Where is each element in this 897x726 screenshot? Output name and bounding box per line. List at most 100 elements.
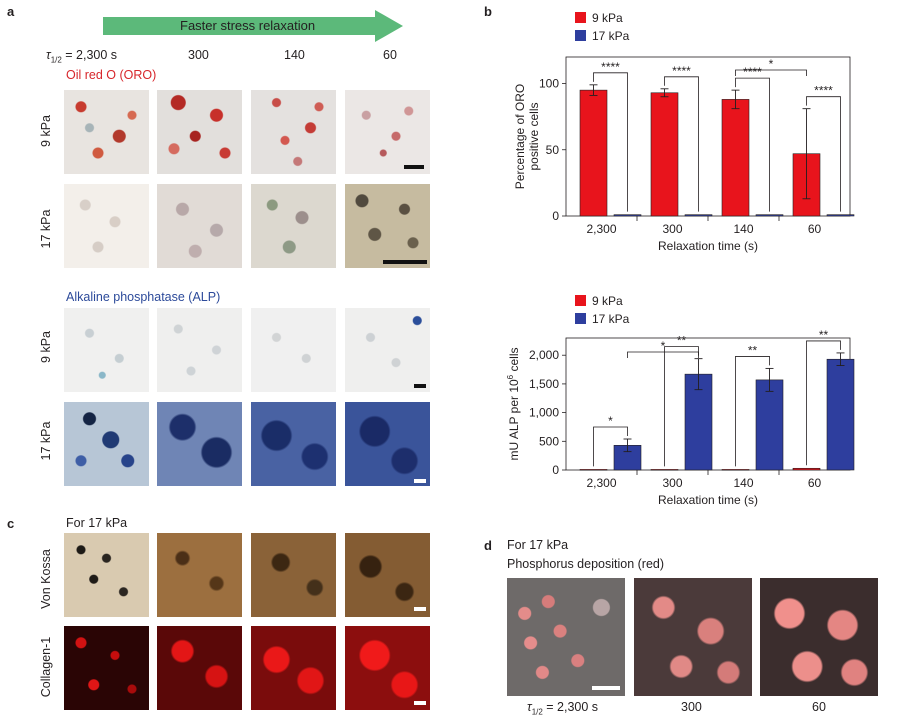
- alp-title: Alkaline phosphatase (ALP): [66, 290, 221, 304]
- significance-marker: **: [748, 343, 758, 357]
- row-label-17kpa-oro: 17 kPa: [39, 209, 53, 249]
- y-tick-label: 1,500: [529, 377, 559, 391]
- significance-bracket: [735, 69, 807, 76]
- y-tick-label: 50: [546, 143, 560, 157]
- bar-9kpa: [579, 469, 608, 471]
- x-tick-label: 2,300: [586, 222, 616, 236]
- oro-bar-chart: 9 kPa 17 kPa 0 50 100 2,300 300 140 60 Relaxation…: [513, 11, 855, 253]
- panel-b-label: b: [484, 4, 492, 19]
- micrograph-oro-9kpa-300: [157, 90, 242, 174]
- panel-c-subtitle: For 17 kPa: [66, 516, 128, 530]
- micrograph-oro-9kpa-140: [251, 90, 336, 174]
- x-tick-label: 60: [808, 222, 822, 236]
- stress-relaxation-arrow: [103, 10, 403, 42]
- y-tick-label: 2,000: [529, 348, 559, 362]
- y-tick-label: 100: [539, 77, 559, 91]
- significance-bracket: [593, 426, 628, 467]
- bar-9kpa: [650, 92, 679, 217]
- bar-9kpa: [721, 469, 750, 471]
- x-tick-label: 140: [733, 222, 753, 236]
- micrograph-alp-9kpa-140: [251, 308, 336, 392]
- significance-marker: ****: [672, 64, 691, 78]
- significance-bracket: [627, 351, 699, 358]
- micrograph-oro-17kpa-60: [345, 184, 430, 268]
- bar-17kpa: [755, 214, 784, 217]
- bar-9kpa: [650, 469, 679, 471]
- micrograph-alp-17kpa-300: [157, 402, 242, 486]
- significance-marker: *: [608, 414, 613, 428]
- micrograph-alp-17kpa-140: [251, 402, 336, 486]
- legend-swatch-17kpa: [575, 313, 586, 324]
- bar-9kpa: [792, 467, 821, 471]
- x-tick-label: 60: [808, 476, 822, 490]
- scale-bar: [414, 701, 426, 705]
- scale-bar: [414, 384, 426, 388]
- panel-a-label: a: [7, 4, 15, 19]
- legend-label-17kpa: 17 kPa: [592, 29, 630, 43]
- micrograph-oro-17kpa-2300: [64, 184, 149, 268]
- row-label-9kpa-alp: 9 kPa: [39, 331, 53, 363]
- tau-symbol: τ: [527, 700, 532, 714]
- micrograph-phosphorus-2300: [507, 578, 625, 696]
- bar-17kpa: [613, 214, 642, 217]
- time-140: 140: [284, 48, 305, 62]
- scale-bar: [592, 686, 620, 690]
- significance-marker: ****: [743, 65, 762, 79]
- oro-title: Oil red O (ORO): [66, 68, 157, 82]
- panel-d-subtitle: For 17 kPa: [507, 538, 569, 552]
- bar-9kpa: [579, 89, 608, 217]
- y-tick-label: 0: [552, 463, 559, 477]
- significance-bracket: [806, 340, 841, 466]
- panel-d-time-300: 300: [681, 700, 702, 714]
- bar-17kpa: [826, 358, 855, 471]
- bar-17kpa: [755, 379, 784, 471]
- scale-bar: [383, 260, 427, 264]
- micrograph-oro-9kpa-2300: [64, 90, 149, 174]
- micrograph-alp-9kpa-2300: [64, 308, 149, 392]
- significance-marker: **: [819, 328, 829, 342]
- x-axis-label: Relaxation time (s): [658, 493, 758, 507]
- micrograph-alp-9kpa-300: [157, 308, 242, 392]
- significance-marker: *: [769, 57, 774, 71]
- y-axis-label-units: cells: [507, 348, 521, 375]
- significance-marker: ****: [814, 84, 833, 98]
- legend-swatch-17kpa: [575, 30, 586, 41]
- row-label-9kpa-oro: 9 kPa: [39, 115, 53, 147]
- micrograph-phosphorus-300: [634, 578, 752, 696]
- legend-label-9kpa: 9 kPa: [592, 294, 623, 308]
- significance-bracket: [735, 77, 770, 212]
- significance-bracket: [735, 356, 770, 467]
- bar-9kpa: [721, 99, 750, 217]
- tau-label: τ1/2 = 2,300 s: [46, 48, 117, 65]
- micrograph-alp-17kpa-2300: [64, 402, 149, 486]
- tau-subscript: 1/2: [531, 707, 543, 717]
- significance-marker: ****: [601, 60, 620, 74]
- legend-label-17kpa: 17 kPa: [592, 312, 630, 326]
- legend-label-9kpa: 9 kPa: [592, 11, 623, 25]
- x-tick-label: 300: [662, 222, 682, 236]
- y-axis-label-superscript: 6: [506, 374, 515, 379]
- tau-value: = 2,300 s: [542, 700, 599, 714]
- panel-d-time-60: 60: [812, 700, 826, 714]
- micrograph-alp-9kpa-60: [345, 308, 430, 392]
- significance-bracket: [806, 96, 841, 212]
- time-60: 60: [383, 48, 397, 62]
- x-tick-label: 140: [733, 476, 753, 490]
- micrograph-von-kossa-2300: [64, 533, 149, 617]
- micrograph-collagen-60: [345, 626, 430, 710]
- significance-bracket: [664, 346, 699, 467]
- panel-d-label: d: [484, 538, 492, 553]
- micrograph-von-kossa-140: [251, 533, 336, 617]
- panel-d-title: Phosphorus deposition (red): [507, 557, 665, 571]
- micrograph-oro-17kpa-140: [251, 184, 336, 268]
- panel-d-tau-label: τ1/2 = 2,300 s: [527, 700, 598, 717]
- micrograph-collagen-300: [157, 626, 242, 710]
- bar-17kpa: [684, 373, 713, 471]
- tau-value: = 2,300 s: [61, 48, 118, 62]
- panel-c-label: c: [7, 516, 15, 531]
- y-axis-label-main: mU ALP per 10: [507, 379, 521, 460]
- x-axis-label: Relaxation time (s): [658, 239, 758, 253]
- alp-bar-chart: 9 kPa 17 kPa 0 500 1,000 1,500 2,000 2,300 300 14…: [506, 294, 855, 507]
- significance-bracket: [664, 76, 699, 212]
- micrograph-collagen-140: [251, 626, 336, 710]
